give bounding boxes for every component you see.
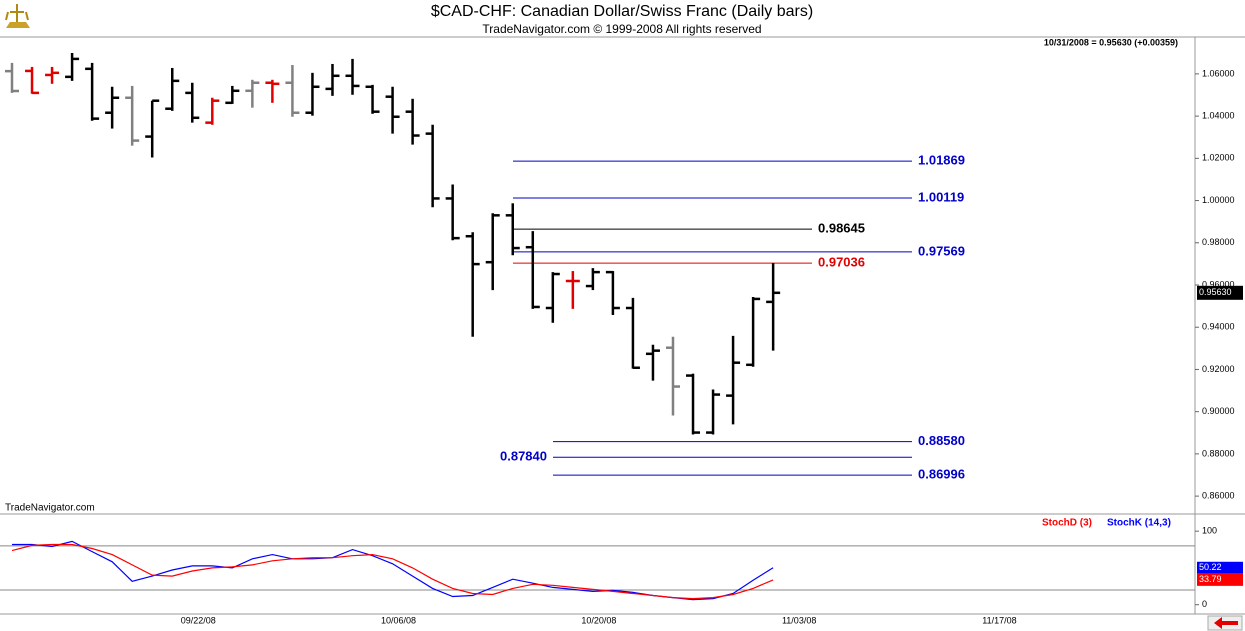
- y-tick-label: 0.98000: [1202, 237, 1235, 247]
- level-label: 0.88580: [918, 433, 965, 448]
- y-tick-label: 0.86000: [1202, 490, 1235, 500]
- y-tick-label: 0.96000: [1202, 279, 1235, 289]
- level-label: 0.98645: [818, 221, 865, 236]
- value-box: [1197, 573, 1243, 586]
- price-header: 10/31/2008 = 0.95630 (+0.00359): [1044, 37, 1178, 47]
- y-tick-label: 0.92000: [1202, 364, 1235, 374]
- chart-title: $CAD-CHF: Canadian Dollar/Swiss Franc (D…: [431, 3, 813, 20]
- x-tick-label: 10/20/08: [581, 615, 616, 625]
- y-tick-label: 0: [1202, 599, 1207, 609]
- level-label: 0.97569: [918, 243, 965, 258]
- level-label: 0.86996: [918, 467, 965, 482]
- level-label: 1.00119: [918, 189, 964, 204]
- y-tick-label: 1.00000: [1202, 195, 1235, 205]
- value-box: [1197, 561, 1243, 574]
- legend-entry: StochD (3): [1042, 518, 1092, 529]
- level-label: 1.01869: [918, 153, 965, 168]
- y-tick-label: 1.06000: [1202, 68, 1235, 78]
- y-tick-label: 0.94000: [1202, 322, 1235, 332]
- last-price-label: 0.95630: [1199, 287, 1232, 297]
- x-tick-label: 10/06/08: [381, 615, 416, 625]
- x-tick-label: 11/03/08: [782, 615, 816, 625]
- y-tick-label: 1.04000: [1202, 110, 1235, 120]
- value-label: 33.79: [1199, 574, 1222, 584]
- y-tick-label: 1.02000: [1202, 153, 1235, 163]
- legend-entry: StochK (14,3): [1107, 518, 1171, 529]
- level-label: 0.87840: [500, 449, 547, 464]
- value-label: 50.22: [1199, 562, 1222, 572]
- chart-subtitle: TradeNavigator.com © 1999-2008 All right…: [482, 22, 761, 36]
- logo: [5, 4, 30, 28]
- y-tick-label: 0.88000: [1202, 448, 1235, 458]
- nav-arrow[interactable]: [1207, 615, 1243, 631]
- last-price-box: [1197, 285, 1243, 300]
- watermark: TradeNavigator.com: [5, 503, 95, 514]
- y-tick-label: 0.90000: [1202, 406, 1235, 416]
- stoch-line: [11, 543, 774, 600]
- x-tick-label: 09/22/08: [181, 615, 216, 625]
- y-tick-label: 100: [1202, 526, 1217, 536]
- x-tick-label: 11/17/08: [982, 615, 1016, 625]
- level-label: 0.97036: [818, 255, 865, 270]
